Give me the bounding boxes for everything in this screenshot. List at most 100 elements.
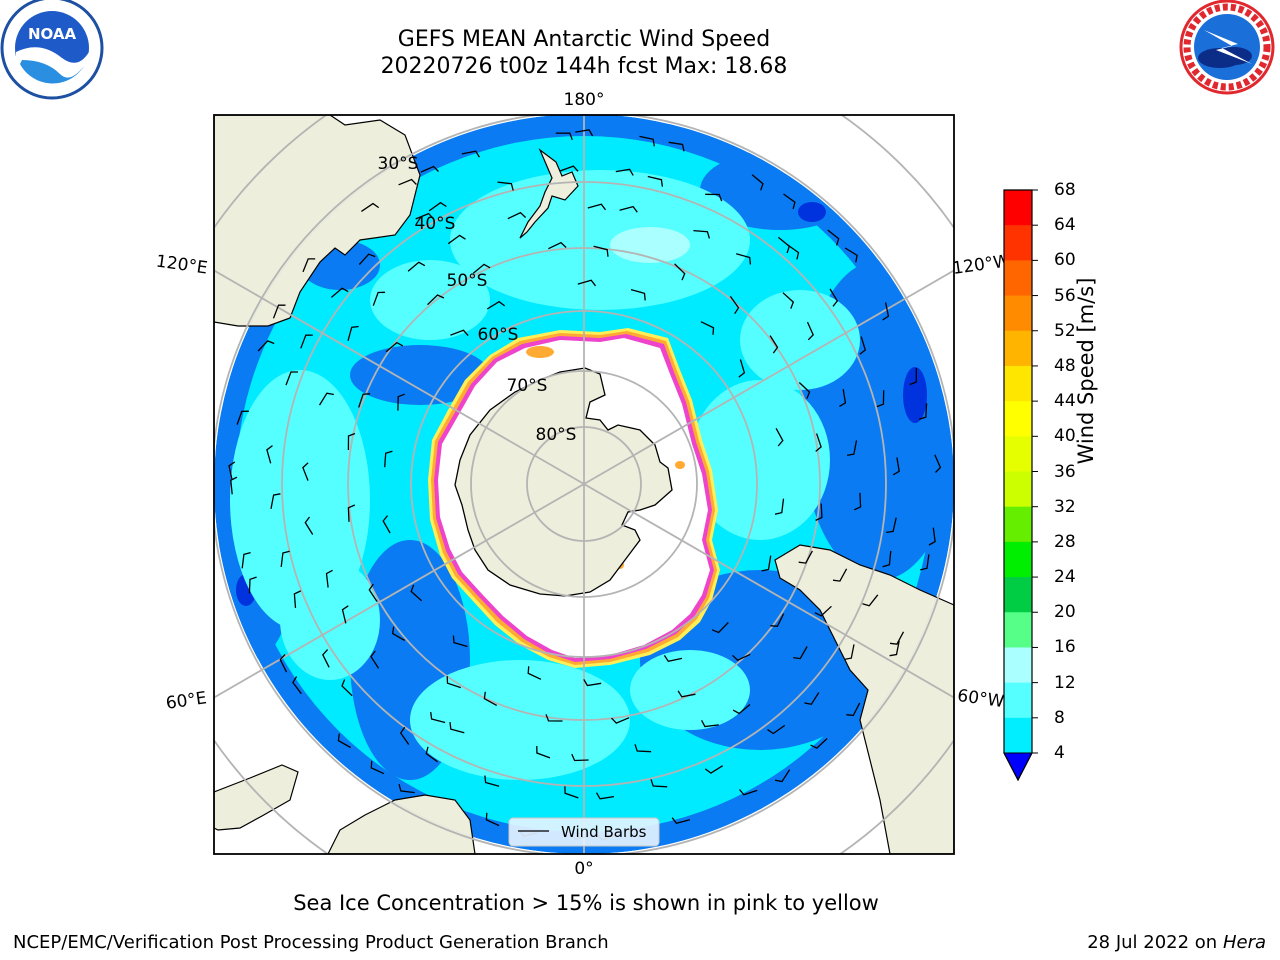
- lon-label-60e: 60°E: [165, 688, 208, 713]
- wind-barb: [372, 291, 386, 306]
- wind-barb: [560, 165, 579, 172]
- wind-barb: [241, 551, 251, 569]
- wind-barb: [862, 594, 879, 607]
- colorbar-segment: [1004, 541, 1032, 578]
- wind-barb: [341, 679, 353, 697]
- lat-label-30s: 30°S: [378, 154, 419, 174]
- wind-barb: [650, 779, 668, 788]
- wind-barb: [325, 569, 333, 588]
- wind-barb: [370, 760, 385, 775]
- wind-barb: [280, 550, 290, 567]
- wind-barb: [701, 719, 719, 728]
- wind-barb: [804, 692, 820, 706]
- wind-barb: [882, 550, 892, 568]
- wind-barb: [639, 135, 655, 147]
- wind-barb: [257, 340, 275, 352]
- wind-barb: [700, 321, 715, 335]
- lon-label-0: 0°: [574, 859, 593, 879]
- wind-barb: [425, 746, 438, 763]
- wind-barb: [674, 263, 686, 281]
- wind-barb: [397, 393, 405, 411]
- lat-label-80s: 80°S: [536, 425, 577, 445]
- colorbar: [1003, 189, 1038, 782]
- wind-barb: [876, 390, 885, 408]
- wind-barb: [446, 676, 462, 689]
- colorbar-segment: [1004, 436, 1032, 472]
- lat-label-40s: 40°S: [415, 214, 456, 234]
- colorbar-segment: [1004, 647, 1032, 684]
- wind-barb: [619, 205, 638, 213]
- wind-barb: [341, 605, 349, 624]
- wind-barb: [430, 712, 446, 724]
- wind-barb: [398, 178, 417, 186]
- wind-barb: [892, 457, 900, 476]
- wind-barb: [304, 516, 314, 535]
- wind-barb: [358, 393, 371, 408]
- wind-barb: [484, 775, 500, 787]
- wind-barb: [774, 498, 785, 515]
- wind-barb: [775, 427, 784, 447]
- wind-barb: [318, 392, 334, 406]
- wind-barb: [647, 175, 664, 187]
- wind-barb: [507, 211, 527, 220]
- title-line-2: 20220726 t00z 144h fcst Max: 18.68: [380, 54, 788, 79]
- colorbar-segment: [1004, 260, 1032, 297]
- wind-barb: [677, 690, 696, 698]
- wind-barb: [770, 613, 785, 627]
- wind-barb: [889, 631, 905, 645]
- wind-barb: [384, 450, 393, 468]
- noaa-logo: NOAA: [0, 0, 108, 112]
- wind-barb: [415, 212, 434, 220]
- wind-barb: [555, 132, 573, 141]
- sea-ice-footnote: Sea Ice Concentration > 15% is shown in …: [293, 891, 879, 915]
- wind-barb: [704, 765, 724, 774]
- colorbar-tick-label: 20: [1054, 602, 1076, 623]
- wind-barb: [330, 287, 349, 298]
- wind-barb: [407, 261, 426, 272]
- wind-barbs: [228, 129, 942, 841]
- wind-barb: [844, 644, 855, 661]
- legend-label: Wind Barbs: [561, 823, 647, 841]
- wind-barb: [461, 150, 480, 158]
- lat-label-60s: 60°S: [478, 325, 519, 345]
- wind-barb: [347, 325, 359, 341]
- colorbar-segment: [1004, 471, 1032, 508]
- wind-barb: [285, 371, 298, 386]
- wind-barb: [385, 341, 404, 353]
- wind-barb: [774, 769, 791, 783]
- wind-barb: [450, 329, 469, 337]
- wind-barb: [347, 504, 356, 522]
- wind-barb: [767, 724, 786, 735]
- colorbar-tick-label: 64: [1054, 215, 1076, 236]
- wind-barb: [611, 717, 630, 724]
- wind-barb: [814, 605, 832, 617]
- wind-barb: [705, 193, 723, 202]
- footer-date: 28 Jul 2022 on: [1087, 932, 1223, 953]
- wind-barb: [693, 229, 711, 239]
- wind-barb: [859, 336, 867, 355]
- wind-barb: [486, 300, 506, 310]
- wind-barb: [228, 461, 236, 480]
- colorbar-segment: [1004, 682, 1032, 719]
- wind-barb: [248, 576, 257, 594]
- colorbar-segment: [1004, 401, 1032, 437]
- wind-barb: [798, 550, 813, 564]
- wind-barb: [548, 241, 567, 250]
- antarctica-land: [454, 367, 673, 597]
- title-line-1: GEFS MEAN Antarctic Wind Speed: [397, 27, 771, 52]
- wind-barb: [815, 503, 823, 521]
- wind-barb: [266, 445, 273, 464]
- wind-barb: [595, 792, 615, 800]
- wind-barb: [428, 201, 447, 212]
- wind-barb: [575, 129, 594, 137]
- wind-barb: [472, 263, 491, 274]
- colorbar-segment: [1004, 365, 1032, 402]
- wind-barb: [587, 203, 607, 211]
- wind-barb: [452, 635, 468, 648]
- wind-barb: [615, 168, 634, 176]
- wind-barb: [571, 753, 589, 762]
- wind-barb: [793, 646, 808, 660]
- wind-barb: [447, 234, 466, 245]
- nws-logo: [1176, 0, 1280, 108]
- wind-barb: [577, 279, 597, 287]
